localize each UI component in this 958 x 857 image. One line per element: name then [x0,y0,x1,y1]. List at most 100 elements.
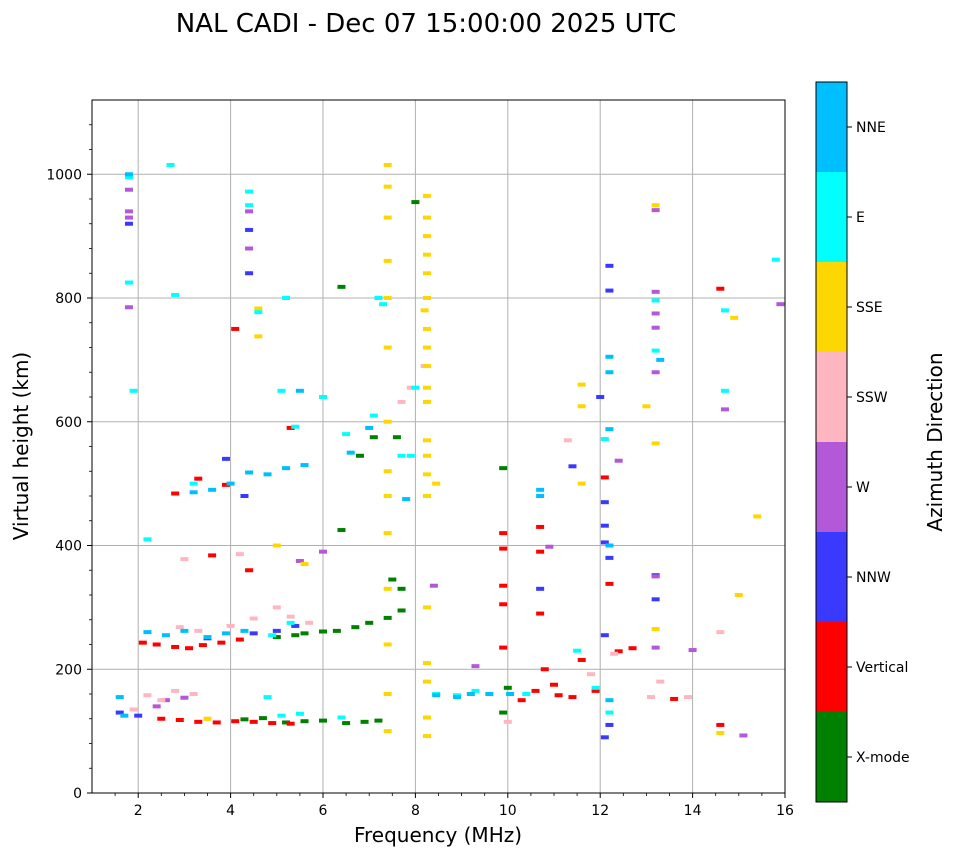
data-point [208,487,217,492]
colorbar-tick-label: W [856,480,870,496]
x-tick-label: 12 [591,803,609,819]
y-axis-label: Virtual height (km) [9,352,33,541]
data-point [422,734,431,739]
data-point [231,719,240,724]
colorbar-swatch [816,712,847,802]
data-point [124,172,133,177]
data-point [208,553,217,558]
data-point [203,635,212,640]
data-point [651,311,660,316]
data-point [656,679,665,684]
y-tick-label: 600 [55,415,82,431]
data-point [161,633,170,638]
data-point [221,482,230,487]
data-point [134,713,143,718]
data-point [171,644,180,649]
data-point [240,628,249,633]
data-point [600,437,609,442]
data-point [605,710,614,715]
data-point [422,326,431,331]
data-point [138,640,147,645]
data-point [596,395,605,399]
data-point [226,623,235,628]
data-point [249,719,258,724]
data-point [739,733,748,738]
data-point [245,227,254,232]
x-tick-label: 4 [226,803,235,819]
data-point [452,695,461,700]
data-point [337,284,346,289]
data-point [221,456,230,461]
data-point [499,602,508,607]
data-point [422,296,431,300]
data-point [245,271,254,276]
data-point [295,558,304,563]
data-point [282,720,291,725]
data-point [420,308,429,313]
data-point [720,407,729,412]
data-point [683,695,692,700]
data-point [240,494,249,498]
data-point [577,404,586,409]
y-tick-label: 1000 [46,167,82,183]
data-point [656,357,665,362]
colorbar-swatch [816,172,847,262]
data-point [115,710,124,715]
colorbar: X-mode Vertical NNW W SSW SSE E NNE [815,81,910,803]
data-point [716,630,725,635]
x-tick-label: 10 [499,803,517,819]
data-point [503,685,512,690]
data-point [499,531,508,536]
data-point [282,296,291,300]
data-point [383,215,392,220]
data-point [586,672,595,677]
data-point [124,280,133,285]
data-point [432,481,441,486]
data-point [319,549,327,554]
data-point [226,481,235,486]
data-point [411,385,420,390]
data-point [129,707,138,712]
data-point [383,258,392,263]
data-point [129,388,138,393]
data-point [180,628,189,633]
data-point [300,719,309,724]
data-point [600,633,609,638]
data-point [563,438,572,443]
data-point [295,388,304,393]
data-point [189,481,198,486]
data-point [720,388,729,393]
data-point [383,642,392,647]
data-point [383,692,392,696]
data-point [422,252,431,257]
data-point [124,187,133,192]
x-tick-label: 2 [134,803,143,819]
data-point [383,419,392,424]
data-point [143,537,152,542]
data-point [383,494,392,498]
data-point [124,215,133,220]
data-point [360,719,369,724]
data-point [605,354,614,359]
data-point [540,667,549,672]
data-point [422,215,431,220]
data-point [245,203,254,208]
data-point [245,470,254,475]
data-point [282,466,291,471]
data-point [291,424,300,429]
data-point [272,628,281,633]
x-tick-label: 6 [319,803,328,819]
colorbar-tick-label: SSE [856,300,883,316]
data-point [517,698,526,703]
data-point [369,435,378,440]
data-point [651,597,660,602]
data-point [429,583,438,588]
data-point [365,425,374,430]
data-point [720,308,729,313]
data-point [605,288,614,293]
data-point [383,345,392,350]
data-point [383,586,392,591]
data-point [185,646,194,651]
data-point [258,716,267,721]
data-point [422,364,431,369]
